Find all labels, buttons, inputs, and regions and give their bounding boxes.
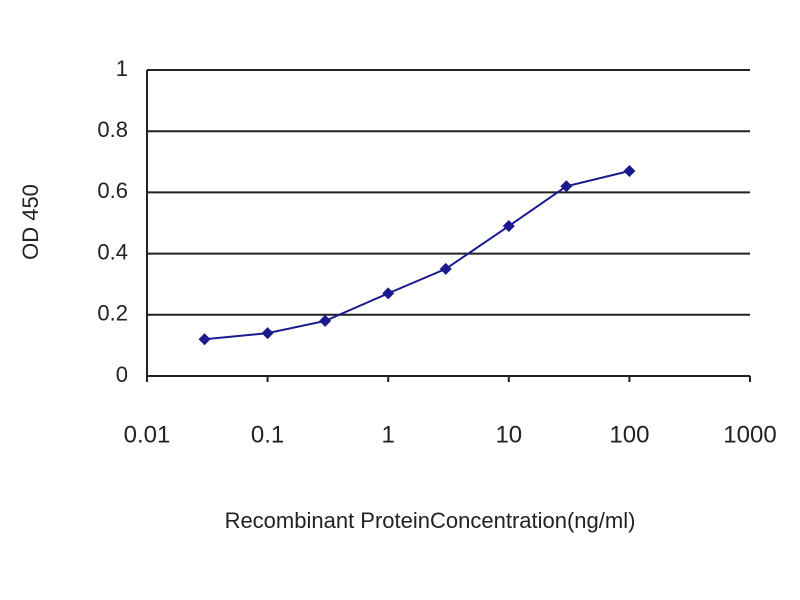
data-point (623, 164, 636, 177)
y-tick-label: 0.2 (97, 301, 128, 326)
data-point (560, 180, 573, 193)
y-tick-label: 1 (116, 56, 128, 81)
data-point (502, 220, 515, 233)
x-tick-label: 0.01 (124, 421, 171, 448)
x-tick-label: 1 (382, 421, 395, 448)
data-line (204, 170, 630, 341)
x-tick-label: 1000 (723, 421, 776, 448)
y-tick-label: 0.6 (97, 178, 128, 203)
y-tick-label: 0 (116, 362, 128, 387)
x-tick-label: 0.1 (251, 421, 284, 448)
data-point (382, 287, 395, 300)
x-tick-label: 10 (495, 421, 522, 448)
data-point (439, 262, 452, 275)
y-tick-label: 0.4 (97, 239, 128, 264)
data-point (198, 333, 211, 346)
data-point (319, 314, 332, 327)
y-tick-label: 0.8 (97, 117, 128, 142)
data-point (261, 327, 274, 340)
y-axis-label: OD 450 (18, 184, 43, 260)
x-tick-label: 100 (609, 421, 649, 448)
x-axis-label: Recombinant ProteinConcentration(ng/ml) (225, 508, 636, 533)
